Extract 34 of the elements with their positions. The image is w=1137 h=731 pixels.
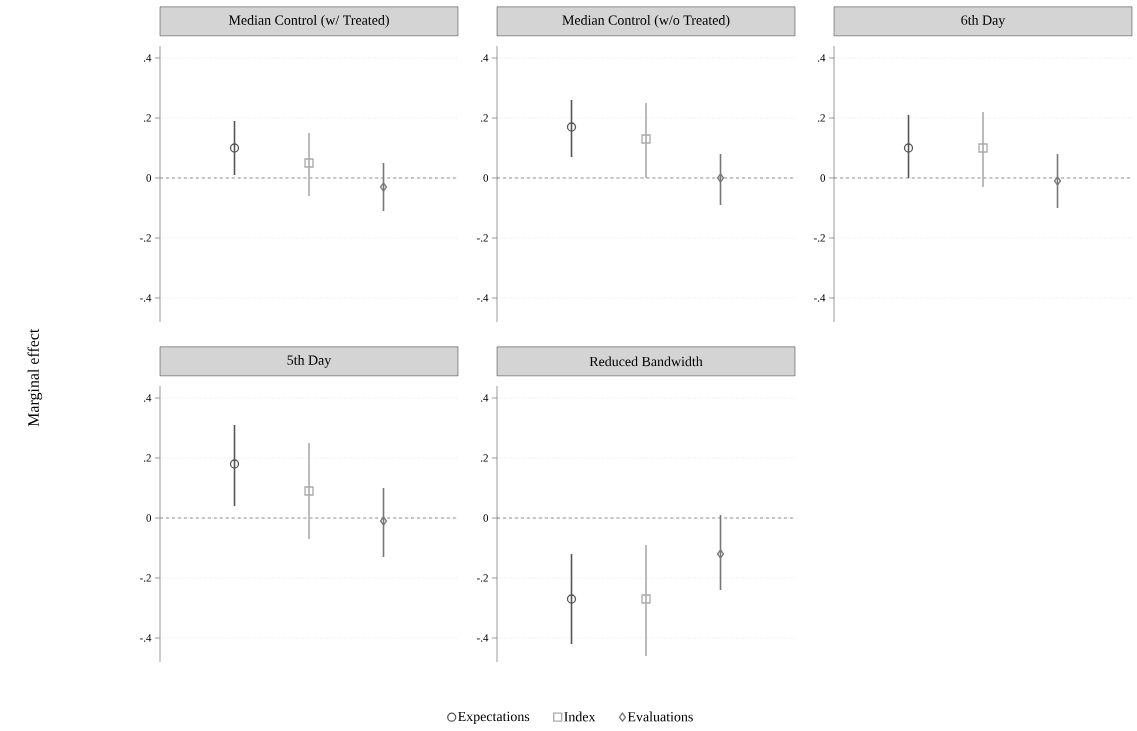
chart-title: Reduced Bandwidth (589, 356, 703, 367)
y-tick-label: .2 (143, 114, 151, 122)
y-tick-label: -.4 (477, 294, 489, 302)
y-tick-label: -.4 (140, 294, 152, 302)
y-tick-label: .2 (480, 454, 488, 462)
y-tick-label: -.2 (140, 234, 151, 242)
y-tick-label: 0 (820, 174, 826, 182)
legend-label: Expectations (458, 711, 530, 725)
y-tick-label: .4 (817, 54, 826, 62)
chart-title: Median Control (w/o Treated) (562, 14, 730, 28)
y-tick-label: -.4 (140, 634, 152, 642)
y-tick-label: 0 (483, 174, 489, 182)
y-tick-label: .4 (143, 394, 152, 402)
y-tick-label: 0 (146, 514, 152, 522)
legend-label: Index (564, 711, 596, 722)
y-tick-label: .4 (480, 54, 489, 62)
y-tick-label: .4 (480, 394, 489, 402)
y-tick-label: -.2 (140, 574, 151, 582)
y-tick-label: .4 (143, 54, 152, 62)
y-axis-title: Marginal effect (27, 328, 43, 427)
y-tick-label: -.4 (477, 634, 489, 642)
chart-title: Median Control (w/ Treated) (228, 14, 389, 28)
y-tick-label: -.2 (477, 574, 488, 582)
y-tick-label: 0 (146, 174, 152, 182)
y-tick-label: -.4 (814, 294, 826, 302)
y-tick-label: 0 (483, 514, 489, 522)
chart-title: 6th Day (961, 14, 1006, 28)
y-tick-label: -.2 (477, 234, 488, 242)
legend-label: Evaluations (627, 711, 693, 722)
y-tick-label: .2 (817, 114, 825, 122)
y-tick-label: .2 (143, 454, 151, 462)
y-tick-label: .2 (480, 114, 488, 122)
chart-title: 5th Day (287, 354, 332, 368)
y-tick-label: -.2 (814, 234, 825, 242)
